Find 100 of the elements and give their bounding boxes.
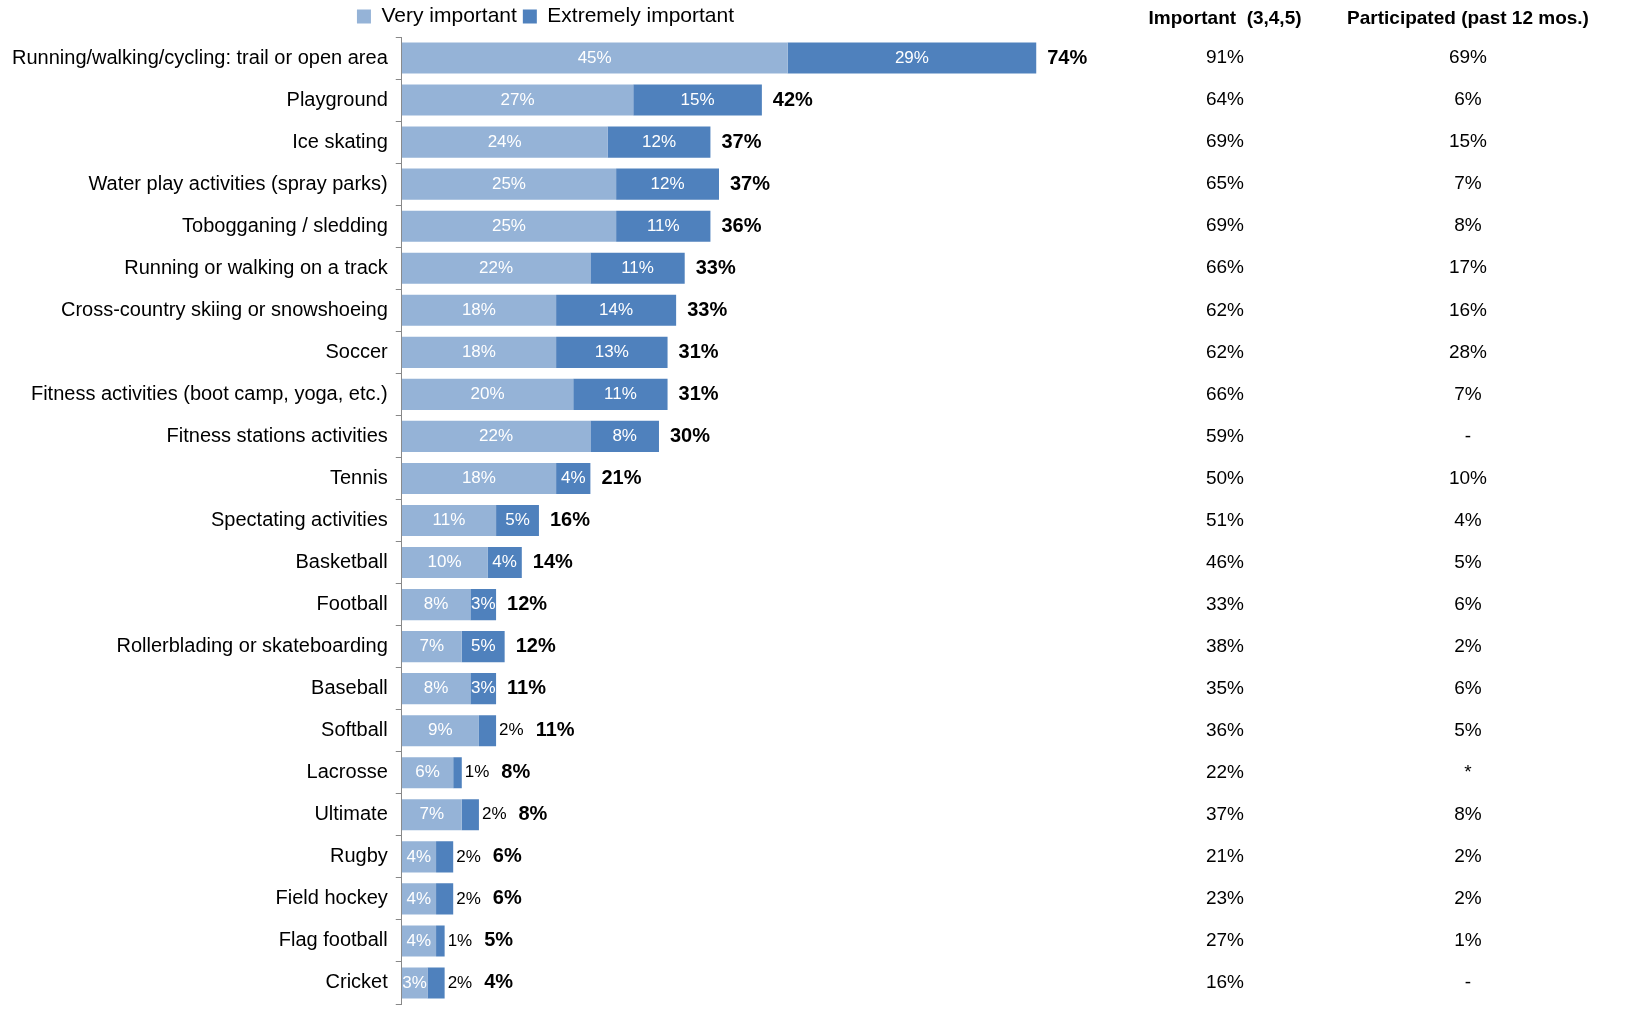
data-label: 11%	[621, 257, 654, 277]
text: 38%	[1205, 634, 1245, 656]
bar	[401, 252, 591, 284]
data-label: 11%	[604, 384, 637, 404]
data-label: 45%	[577, 47, 612, 67]
bar	[427, 967, 445, 999]
text: 16%	[1448, 298, 1488, 320]
data-label: 22%	[479, 426, 514, 446]
bar	[590, 252, 685, 284]
bar	[401, 336, 557, 368]
data-label: 2%	[447, 972, 473, 992]
text: -	[1464, 424, 1472, 446]
text: 17%	[1448, 256, 1488, 278]
total-label: 11%	[507, 676, 547, 699]
y-tick-label: Cricket	[325, 970, 389, 993]
data-label: 18%	[461, 299, 496, 319]
bar	[401, 546, 488, 579]
text: 5%	[1454, 718, 1482, 740]
text: 7%	[1454, 172, 1482, 194]
y-tick-label: Ultimate	[314, 802, 388, 825]
bar	[556, 294, 677, 326]
data-label: 8%	[612, 426, 637, 446]
data-label: 18%	[461, 468, 496, 488]
text: *	[1464, 761, 1473, 782]
text: 64%	[1205, 88, 1245, 110]
text: 15%	[1448, 130, 1488, 152]
total-label: 8%	[518, 802, 548, 825]
total-label: 6%	[492, 844, 522, 867]
data-label: 2%	[456, 846, 481, 866]
legend-label: Very important	[381, 3, 517, 27]
text: 6%	[1454, 592, 1482, 614]
data-label: 20%	[470, 384, 505, 404]
data-label: 14%	[599, 299, 634, 319]
bar	[478, 715, 497, 747]
total-label: 31%	[678, 339, 719, 362]
bar	[436, 925, 445, 957]
text: 69%	[1205, 130, 1245, 152]
data-label: 8%	[423, 678, 449, 698]
total-label: 6%	[492, 886, 522, 909]
text: 69%	[1448, 46, 1488, 68]
text: 10%	[1448, 466, 1488, 488]
text: 6%	[1454, 88, 1482, 110]
text: 7%	[1454, 382, 1482, 404]
bar	[436, 841, 454, 873]
bar	[607, 126, 711, 158]
bar	[401, 504, 497, 537]
data-label: 15%	[680, 89, 715, 109]
data-label: 5%	[470, 636, 496, 656]
text: 27%	[1205, 929, 1245, 951]
y-tick-label: Field hockey	[275, 886, 388, 909]
bar	[401, 462, 557, 495]
data-label: 6%	[415, 762, 440, 782]
data-label: 11%	[432, 510, 466, 530]
y-tick-label: Rollerblading or skateboarding	[116, 634, 388, 657]
total-label: 74%	[1047, 45, 1088, 68]
text: 65%	[1205, 172, 1245, 194]
bar	[401, 715, 479, 747]
text: 1%	[1454, 929, 1482, 951]
y-tick-label: Basketball	[295, 550, 388, 573]
text: 91%	[1205, 46, 1245, 68]
y-tick-label: Rugby	[329, 844, 388, 867]
text: 62%	[1205, 340, 1245, 362]
bar	[616, 210, 711, 242]
text: 59%	[1205, 424, 1245, 446]
data-label: 9%	[428, 720, 453, 740]
data-label: 12%	[650, 173, 685, 193]
total-label: 21%	[601, 465, 642, 488]
text: 28%	[1448, 340, 1488, 362]
y-tick-label: Tennis	[329, 465, 388, 488]
bar	[436, 883, 454, 915]
text: 36%	[1205, 718, 1245, 740]
y-tick-label: Soccer	[325, 339, 389, 362]
text: 66%	[1205, 382, 1245, 404]
y-tick-label: Lacrosse	[306, 760, 388, 783]
data-label: 5%	[505, 510, 530, 530]
total-label: 42%	[772, 87, 814, 110]
bar	[401, 378, 574, 410]
text: 51%	[1205, 508, 1245, 530]
text: Important (3,4,5)	[1148, 7, 1302, 29]
y-tick-label: Spectating activities	[211, 508, 388, 531]
total-label: 4%	[484, 970, 514, 993]
data-label: 7%	[419, 636, 445, 656]
data-label: 3%	[402, 972, 427, 992]
bar	[461, 799, 479, 831]
total-label: 33%	[687, 297, 728, 320]
bar	[401, 126, 608, 158]
total-label: 37%	[730, 171, 771, 194]
total-label: 16%	[549, 508, 591, 531]
text: 5%	[1454, 550, 1482, 572]
data-label: 24%	[487, 131, 522, 151]
text: 35%	[1205, 676, 1245, 698]
data-label: 13%	[594, 342, 629, 362]
total-label: 12%	[515, 634, 556, 657]
y-tick-label: Cross-country skiing or snowshoeing	[60, 297, 388, 320]
data-label: 22%	[479, 257, 514, 277]
data-label: 4%	[492, 552, 517, 572]
total-label: 14%	[532, 550, 574, 573]
data-label: 10%	[427, 552, 462, 572]
y-tick-label: Fitness activities (boot camp, yoga, etc.)	[30, 381, 388, 404]
text: 4%	[1454, 508, 1482, 530]
